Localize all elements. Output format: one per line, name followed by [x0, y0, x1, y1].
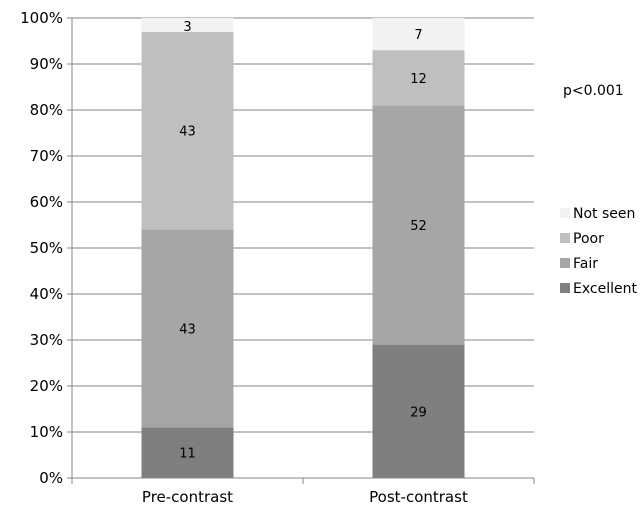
y-tick-label: 50% [30, 239, 63, 257]
y-tick-label: 30% [30, 331, 63, 349]
bar-segment-fair [141, 229, 234, 428]
y-tick-label: 40% [30, 285, 63, 303]
bar-segment-not-seen [372, 18, 465, 51]
bar-segment-fair [372, 105, 465, 345]
bar-segment-not-seen [141, 18, 234, 32]
y-tick-label: 90% [30, 55, 63, 73]
gridlines [72, 17, 534, 433]
legend-swatch [560, 283, 570, 293]
legend-label: Fair [573, 256, 598, 272]
data-label: 43 [179, 125, 196, 140]
y-tick-label: 20% [30, 377, 63, 395]
data-label: 43 [179, 323, 196, 338]
y-tick-label: 100% [20, 9, 63, 27]
legend-swatch [560, 258, 570, 268]
axes: 0% 10% 20% 30% 40% 50% 60% 70% 80% 90% 100% Pre-con… [20, 9, 535, 506]
y-tick-label: 80% [30, 101, 63, 119]
x-category-label: Post-contrast [369, 488, 468, 506]
data-label: 29 [410, 405, 427, 420]
bar-segment-excellent [141, 427, 234, 478]
data-label: 11 [179, 447, 196, 462]
y-tick-label: 0% [39, 469, 63, 487]
y-tick-label: 10% [30, 423, 63, 441]
data-label: 12 [410, 72, 427, 87]
legend-label: Excellent [573, 281, 637, 297]
data-label: 7 [414, 28, 422, 43]
legend-swatch [560, 233, 570, 243]
p-value-annotation: p<0.001 [563, 83, 624, 99]
bar-segment-poor [141, 31, 234, 230]
bar-segment-poor [372, 50, 465, 106]
legend-swatch [560, 208, 570, 218]
data-label: 3 [183, 20, 191, 35]
legend-label: Not seen [573, 206, 635, 222]
bars [141, 18, 465, 478]
data-label: 52 [410, 219, 427, 234]
y-tick-label: 60% [30, 193, 63, 211]
data-labels: 11 43 43 3 29 52 12 7 [179, 20, 427, 462]
y-tick-label: 70% [30, 147, 63, 165]
legend-label: Poor [573, 231, 604, 247]
x-category-label: Pre-contrast [142, 488, 233, 506]
bar-segment-excellent [372, 344, 465, 478]
legend: Not seen Poor Fair Excellent [560, 206, 637, 297]
